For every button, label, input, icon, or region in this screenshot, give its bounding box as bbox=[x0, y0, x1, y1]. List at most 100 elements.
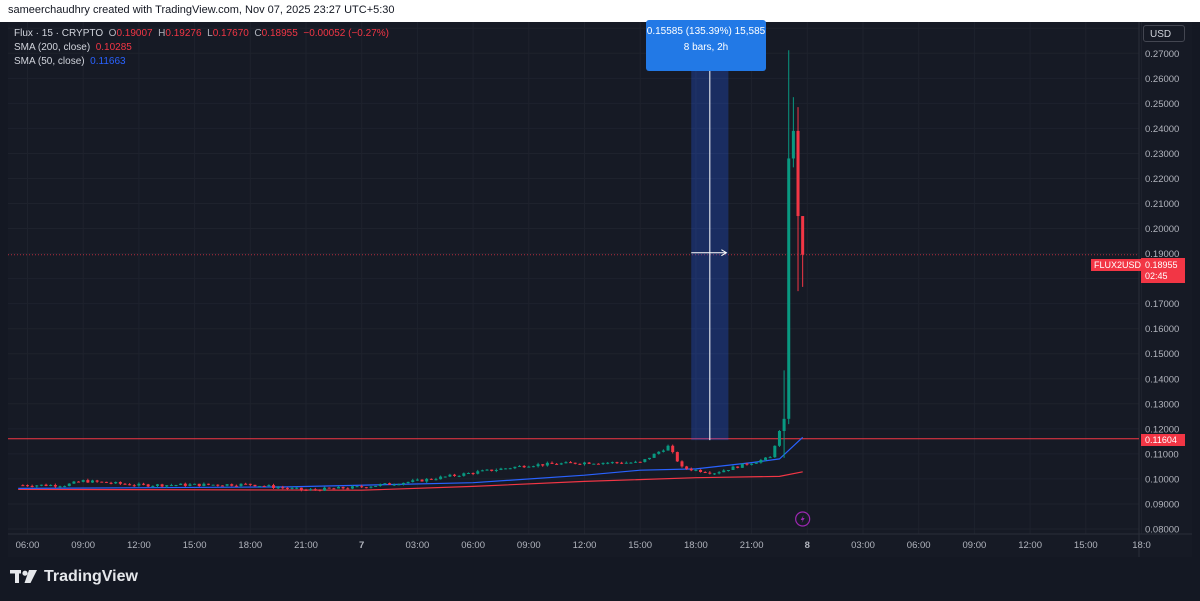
candle-body-up bbox=[323, 487, 327, 491]
candle-body-up bbox=[202, 483, 206, 487]
candle-body-down bbox=[21, 485, 25, 487]
candle-body-up bbox=[267, 485, 271, 487]
high-value: 0.19276 bbox=[165, 28, 202, 39]
candle-body-up bbox=[480, 470, 484, 472]
candle-body-down bbox=[313, 489, 317, 491]
candle-body-down bbox=[541, 464, 545, 466]
currency-button[interactable]: USD bbox=[1143, 25, 1185, 42]
x-tick-label: 06:00 bbox=[907, 540, 931, 551]
candle-body-down bbox=[304, 489, 308, 491]
candle-body-down bbox=[420, 479, 424, 482]
candle-body-down bbox=[281, 487, 285, 489]
candle-body-down bbox=[801, 216, 805, 255]
candle-body-down bbox=[285, 487, 289, 489]
candle-body-up bbox=[564, 462, 568, 464]
candle-body-up bbox=[355, 486, 359, 488]
measure-arrow-head-right bbox=[721, 249, 728, 257]
y-tick-label: 0.21000 bbox=[1145, 199, 1179, 210]
candle-body-up bbox=[225, 484, 229, 486]
candle-body-up bbox=[726, 470, 730, 472]
candle-body-up bbox=[777, 430, 781, 446]
candle-body-up bbox=[290, 487, 294, 489]
chart-legend: Flux · 15 · CRYPTO O0.19007 H0.19276 L0.… bbox=[14, 27, 389, 69]
sma50-row[interactable]: SMA (50, close) 0.11663 bbox=[14, 55, 389, 69]
candle-body-up bbox=[694, 469, 698, 471]
candle-body-up bbox=[791, 130, 795, 159]
candle-body-down bbox=[346, 488, 350, 490]
x-tick-label: 8 bbox=[805, 540, 810, 551]
candle-body-up bbox=[211, 484, 215, 486]
measure-bars: 8 bars, 2h bbox=[683, 42, 729, 53]
candle-body-up bbox=[90, 480, 94, 483]
candle-body-down bbox=[128, 484, 132, 486]
candle-body-up bbox=[155, 484, 159, 486]
chart-frame[interactable]: 0.280000.270000.260000.250000.240000.230… bbox=[8, 22, 1192, 557]
candle-body-down bbox=[638, 461, 642, 463]
candle-body-down bbox=[736, 466, 740, 468]
candle-body-up bbox=[476, 471, 480, 474]
candle-body-down bbox=[230, 484, 234, 486]
x-tick-label: 18:0 bbox=[1132, 540, 1151, 551]
candle-body-up bbox=[169, 485, 173, 487]
candle-body-up bbox=[610, 462, 614, 464]
x-tick-label: 21:00 bbox=[740, 540, 764, 551]
candle-body-up bbox=[750, 463, 754, 465]
sma200-row[interactable]: SMA (200, close) 0.10285 bbox=[14, 41, 389, 55]
x-tick-label: 03:00 bbox=[406, 540, 430, 551]
measure-tooltip: 0.15585 (135.39%) 15,585 8 bars, 2h bbox=[646, 20, 766, 71]
candle-body-down bbox=[132, 485, 136, 487]
y-tick-label: 0.12000 bbox=[1145, 424, 1179, 435]
candle-body-down bbox=[587, 462, 591, 464]
candle-body-down bbox=[216, 484, 220, 486]
x-tick-label: 21:00 bbox=[294, 540, 318, 551]
candle-body-down bbox=[490, 469, 494, 471]
candle-body-up bbox=[606, 462, 610, 464]
candle-body-up bbox=[787, 158, 791, 419]
y-tick-label: 0.19000 bbox=[1145, 249, 1179, 260]
candle-body-up bbox=[759, 459, 763, 463]
candle-body-down bbox=[109, 482, 113, 484]
candle-body-up bbox=[731, 466, 735, 471]
sma200-value: 0.10285 bbox=[95, 42, 132, 53]
close-value: 0.18955 bbox=[261, 28, 298, 39]
candle-body-down bbox=[207, 483, 211, 485]
candle-body-down bbox=[569, 462, 573, 464]
candle-body-up bbox=[63, 486, 67, 488]
candle-body-down bbox=[555, 463, 559, 465]
candle-body-down bbox=[146, 484, 150, 487]
top-bar: sameerchaudhry created with TradingView.… bbox=[0, 0, 1200, 22]
candle-body-down bbox=[327, 487, 331, 489]
candle-body-down bbox=[142, 483, 146, 485]
candle-body-down bbox=[620, 462, 624, 464]
candle-body-down bbox=[25, 485, 30, 487]
y-tick-label: 0.15000 bbox=[1145, 349, 1179, 360]
candle-body-down bbox=[689, 468, 693, 471]
chart-plot[interactable]: 0.280000.270000.260000.250000.240000.230… bbox=[8, 22, 1192, 557]
candle-body-down bbox=[53, 484, 57, 487]
x-tick-label: 09:00 bbox=[71, 540, 95, 551]
candle-body-up bbox=[295, 487, 299, 489]
candle-body-up bbox=[764, 457, 768, 460]
candle-body-up bbox=[740, 463, 744, 468]
x-tick-label: 12:00 bbox=[127, 540, 151, 551]
candle-body-down bbox=[685, 466, 689, 469]
candle-body-down bbox=[30, 485, 34, 487]
candle-body-down bbox=[796, 130, 800, 217]
y-tick-label: 0.16000 bbox=[1145, 324, 1179, 335]
sma50-label: SMA (50, close) bbox=[14, 56, 85, 67]
candle-body-up bbox=[439, 476, 443, 480]
brand[interactable]: TradingView bbox=[10, 568, 138, 586]
candle-body-up bbox=[712, 473, 716, 475]
candle-body-down bbox=[244, 483, 248, 485]
candle-body-up bbox=[754, 462, 758, 464]
candle-body-up bbox=[657, 451, 661, 454]
candle-body-up bbox=[179, 483, 183, 486]
candle-body-down bbox=[699, 469, 703, 473]
x-tick-label: 06:00 bbox=[16, 540, 40, 551]
brand-name: TradingView bbox=[44, 568, 138, 585]
x-tick-label: 15:00 bbox=[1074, 540, 1098, 551]
x-tick-label: 18:00 bbox=[238, 540, 262, 551]
candle-body-up bbox=[466, 473, 470, 475]
candle-body-up bbox=[629, 462, 633, 464]
candle-body-up bbox=[504, 468, 508, 470]
